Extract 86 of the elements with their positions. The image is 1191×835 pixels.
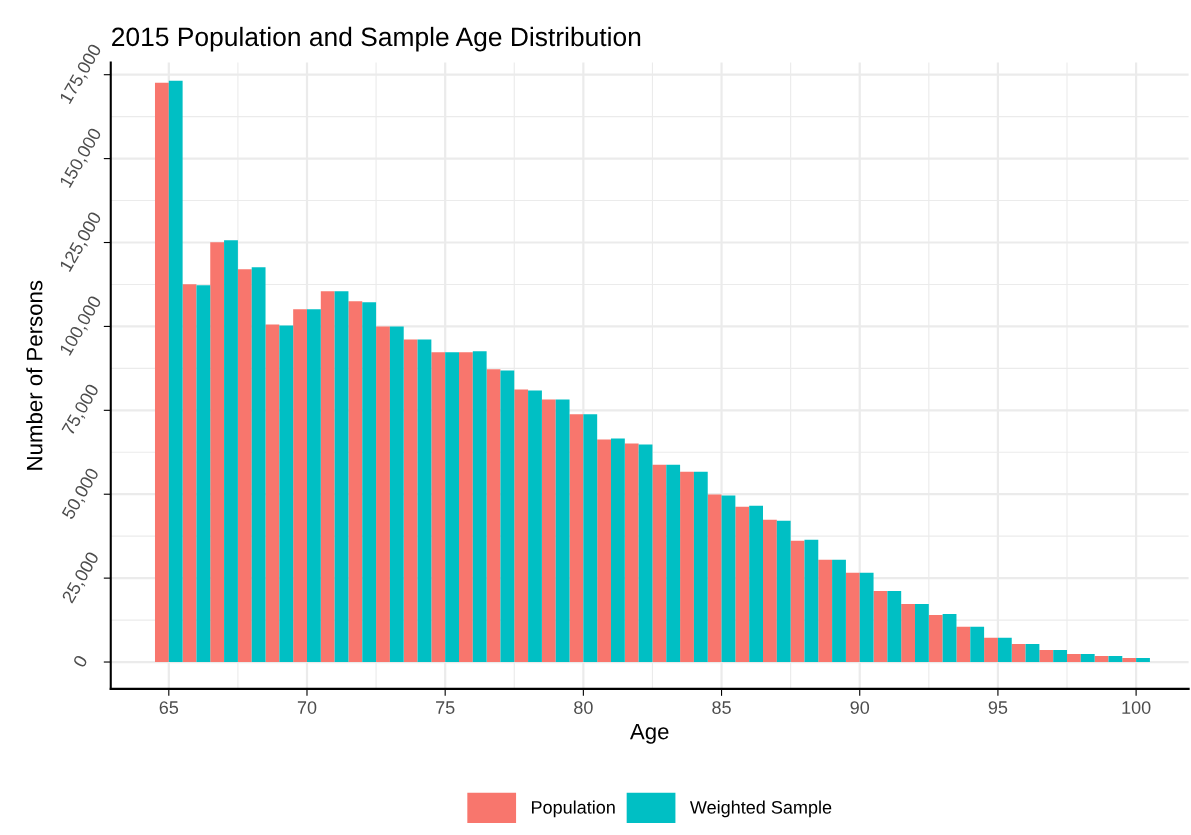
- bar: [956, 626, 971, 663]
- bar: [1025, 643, 1040, 663]
- bar: [928, 615, 943, 663]
- bar: [1108, 655, 1123, 663]
- bar: [237, 269, 252, 663]
- legend-label: Weighted Sample: [689, 800, 832, 818]
- bar: [569, 414, 584, 663]
- bar: [859, 572, 874, 663]
- chart-title: 2015 Population and Sample Age Distribution: [112, 26, 641, 52]
- x-tick-label: 75: [436, 701, 455, 714]
- bar: [776, 520, 791, 663]
- bar: [168, 80, 183, 663]
- bar: [458, 352, 473, 663]
- bar: [528, 390, 542, 663]
- bar: [196, 285, 211, 663]
- bar: [1136, 658, 1150, 663]
- bar: [472, 351, 487, 663]
- bar: [942, 614, 957, 663]
- bar: [693, 471, 708, 663]
- bar: [749, 505, 763, 663]
- bar: [984, 637, 998, 663]
- bar: [555, 399, 570, 663]
- bar: [915, 603, 929, 663]
- x-axis-title: Age: [629, 723, 669, 744]
- bar: [293, 309, 307, 663]
- bar: [721, 495, 736, 663]
- bar: [210, 242, 225, 663]
- bar: [845, 572, 860, 663]
- bar: [334, 291, 349, 663]
- bar: [583, 414, 598, 663]
- y-tick-label: 0: [72, 654, 88, 669]
- bar: [1067, 653, 1081, 663]
- bar: [818, 559, 833, 663]
- x-tick-label: 100: [1122, 701, 1151, 714]
- bar: [541, 399, 556, 663]
- bar: [182, 284, 197, 663]
- x-tick-label: 95: [988, 701, 1008, 714]
- bar: [500, 370, 515, 663]
- bar: [832, 559, 846, 663]
- bar: [417, 339, 432, 663]
- bar: [680, 471, 694, 663]
- bar: [997, 637, 1012, 663]
- bar: [887, 590, 902, 663]
- bar: [265, 324, 280, 663]
- bar: [624, 443, 639, 663]
- bar: [1053, 649, 1068, 663]
- bar: [445, 352, 459, 663]
- bar: [666, 464, 681, 663]
- bar: [1094, 655, 1109, 663]
- bar: [320, 291, 335, 663]
- bar: [514, 389, 529, 663]
- bar: [611, 438, 625, 663]
- bar: [389, 326, 404, 663]
- x-tick-label: 85: [712, 701, 731, 714]
- bar: [763, 519, 777, 663]
- bar: [804, 539, 819, 663]
- bar: [224, 240, 238, 663]
- bar: [597, 439, 611, 663]
- bar: [279, 325, 294, 663]
- bar: [376, 326, 390, 663]
- bar: [790, 540, 805, 663]
- bar: [431, 352, 446, 663]
- bar: [1011, 643, 1026, 663]
- bar: [154, 82, 169, 663]
- bar: [348, 301, 363, 663]
- bar: [652, 464, 667, 663]
- legend-label: Population: [532, 800, 615, 818]
- bar: [970, 626, 985, 663]
- bar: [486, 369, 501, 663]
- bar: [638, 444, 653, 663]
- bar: [1039, 649, 1054, 663]
- bar: [362, 302, 377, 663]
- x-tick-label: 65: [159, 701, 179, 714]
- y-axis-title: Number of Persons: [26, 280, 43, 470]
- x-tick-label: 70: [297, 701, 317, 714]
- bar: [735, 506, 750, 663]
- bar: [707, 494, 722, 663]
- x-tick-label: 90: [850, 701, 870, 714]
- bar: [901, 603, 916, 663]
- bar: [403, 339, 418, 663]
- bar: [306, 309, 321, 663]
- x-tick-label: 80: [574, 701, 593, 714]
- bar: [1080, 653, 1095, 663]
- bar: [873, 590, 888, 663]
- bar: [1122, 658, 1137, 663]
- bar: [251, 267, 266, 663]
